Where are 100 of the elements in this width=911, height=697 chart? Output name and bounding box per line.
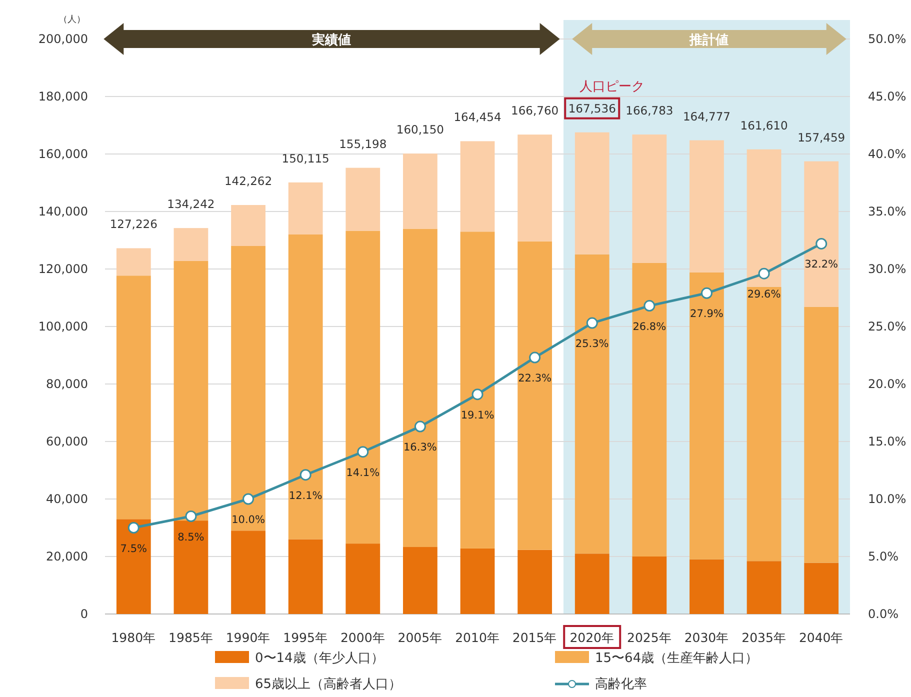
bar (116, 276, 151, 520)
bar (403, 228, 438, 548)
data-label: 19.1% (460, 409, 494, 422)
bar (403, 547, 438, 614)
data-label: 25.3% (575, 338, 609, 350)
point (357, 446, 369, 458)
x-tick-label: 2005年 (398, 630, 443, 645)
legend-label: 0〜14歳（年少人口） (255, 651, 384, 666)
annotation: 実績値 (311, 32, 352, 48)
y2-tick-label: 50.0% (868, 32, 906, 46)
point (128, 522, 140, 534)
bar (288, 182, 323, 234)
total-label: 167,536 (568, 101, 616, 116)
data-label: 7.5% (120, 542, 148, 555)
bar (174, 228, 208, 261)
y-axis-title: （人） (58, 14, 86, 25)
x-tick-label: 2015年 (512, 630, 558, 645)
x-tick-label: 1980年 (111, 630, 156, 645)
point (816, 238, 828, 250)
bar (632, 134, 667, 263)
bar (690, 140, 724, 272)
point (472, 388, 484, 400)
bar (574, 132, 610, 254)
bar (231, 246, 266, 531)
total-label: 157,459 (798, 130, 846, 144)
total-label: 166,760 (511, 104, 559, 118)
point (414, 420, 426, 432)
bar (518, 241, 552, 550)
x-tick-label: 1990年 (226, 630, 271, 645)
bar (632, 262, 667, 556)
total-label: 134,242 (167, 197, 215, 212)
y-tick-label: 120,000 (38, 262, 88, 276)
total-label: 155,198 (339, 136, 387, 151)
bar (804, 161, 839, 307)
total-label: 142,262 (224, 174, 272, 188)
total-label: 164,777 (682, 109, 731, 124)
point (300, 469, 312, 481)
data-label: 8.5% (178, 531, 204, 544)
data-label: 14.1% (346, 466, 380, 479)
x-tick-label: 1985年 (168, 630, 214, 645)
bar (804, 562, 839, 614)
y-tick-label: 140,000 (38, 204, 88, 218)
y2-tick-label: 5.0% (868, 550, 898, 564)
bar (174, 520, 208, 614)
x-tick-label: 1995年 (283, 630, 328, 645)
bar (231, 204, 266, 246)
annotation: 人口ピーク (580, 79, 645, 94)
x-tick-label: 2020年 (570, 630, 615, 645)
bar (460, 548, 495, 614)
y-tick-label: 180,000 (38, 90, 88, 104)
y2-tick-label: 0.0% (868, 607, 898, 621)
bar (574, 254, 610, 554)
x-tick-label: 2010年 (455, 630, 500, 645)
legend-label: 15〜64歳（生産年齢人口） (595, 650, 758, 666)
y-tick-label: 60,000 (46, 434, 88, 448)
bar (690, 559, 724, 614)
point (644, 300, 656, 312)
x-tick-label: 2000年 (340, 630, 386, 645)
data-label: 27.9% (690, 308, 724, 320)
annotation: 推計値 (688, 32, 729, 48)
data-label: 32.2% (804, 258, 838, 271)
bar (288, 539, 323, 614)
y2-tick-label: 20.0% (868, 377, 906, 391)
data-label: 16.3% (404, 442, 437, 454)
bar (746, 149, 782, 287)
x-tick-label: 2035年 (742, 630, 786, 645)
y-tick-label: 160,000 (38, 147, 88, 161)
point (586, 317, 598, 329)
bar (574, 554, 610, 614)
x-tick-label: 2030年 (684, 630, 730, 645)
bar (346, 230, 380, 544)
data-label: 29.6% (747, 288, 781, 301)
y2-tick-label: 35.0% (868, 204, 906, 218)
y2-tick-label: 45.0% (868, 90, 906, 104)
bar (746, 286, 782, 562)
bar (460, 232, 495, 548)
bar (116, 248, 151, 276)
bar (116, 519, 151, 614)
total-label: 166,783 (626, 104, 674, 118)
y2-tick-label: 15.0% (868, 434, 906, 448)
y2-tick-label: 10.0% (868, 492, 906, 506)
bar (746, 561, 782, 614)
bar (518, 550, 552, 614)
point (185, 510, 197, 522)
bar (403, 154, 438, 229)
bar (460, 141, 495, 232)
y-tick-label: 20,000 (46, 550, 88, 564)
bar (690, 272, 724, 560)
y2-tick-label: 25.0% (868, 320, 906, 334)
legend-label: 65歳以上（高齢者人口） (255, 676, 402, 692)
point (529, 352, 541, 364)
data-label: 10.0% (232, 514, 265, 526)
point (758, 268, 770, 280)
bar (231, 530, 266, 614)
data-label: 22.3% (518, 372, 552, 385)
point (700, 287, 712, 299)
total-label: 161,610 (740, 118, 788, 132)
bar (632, 556, 667, 614)
bar (346, 544, 380, 614)
bar (346, 168, 380, 231)
